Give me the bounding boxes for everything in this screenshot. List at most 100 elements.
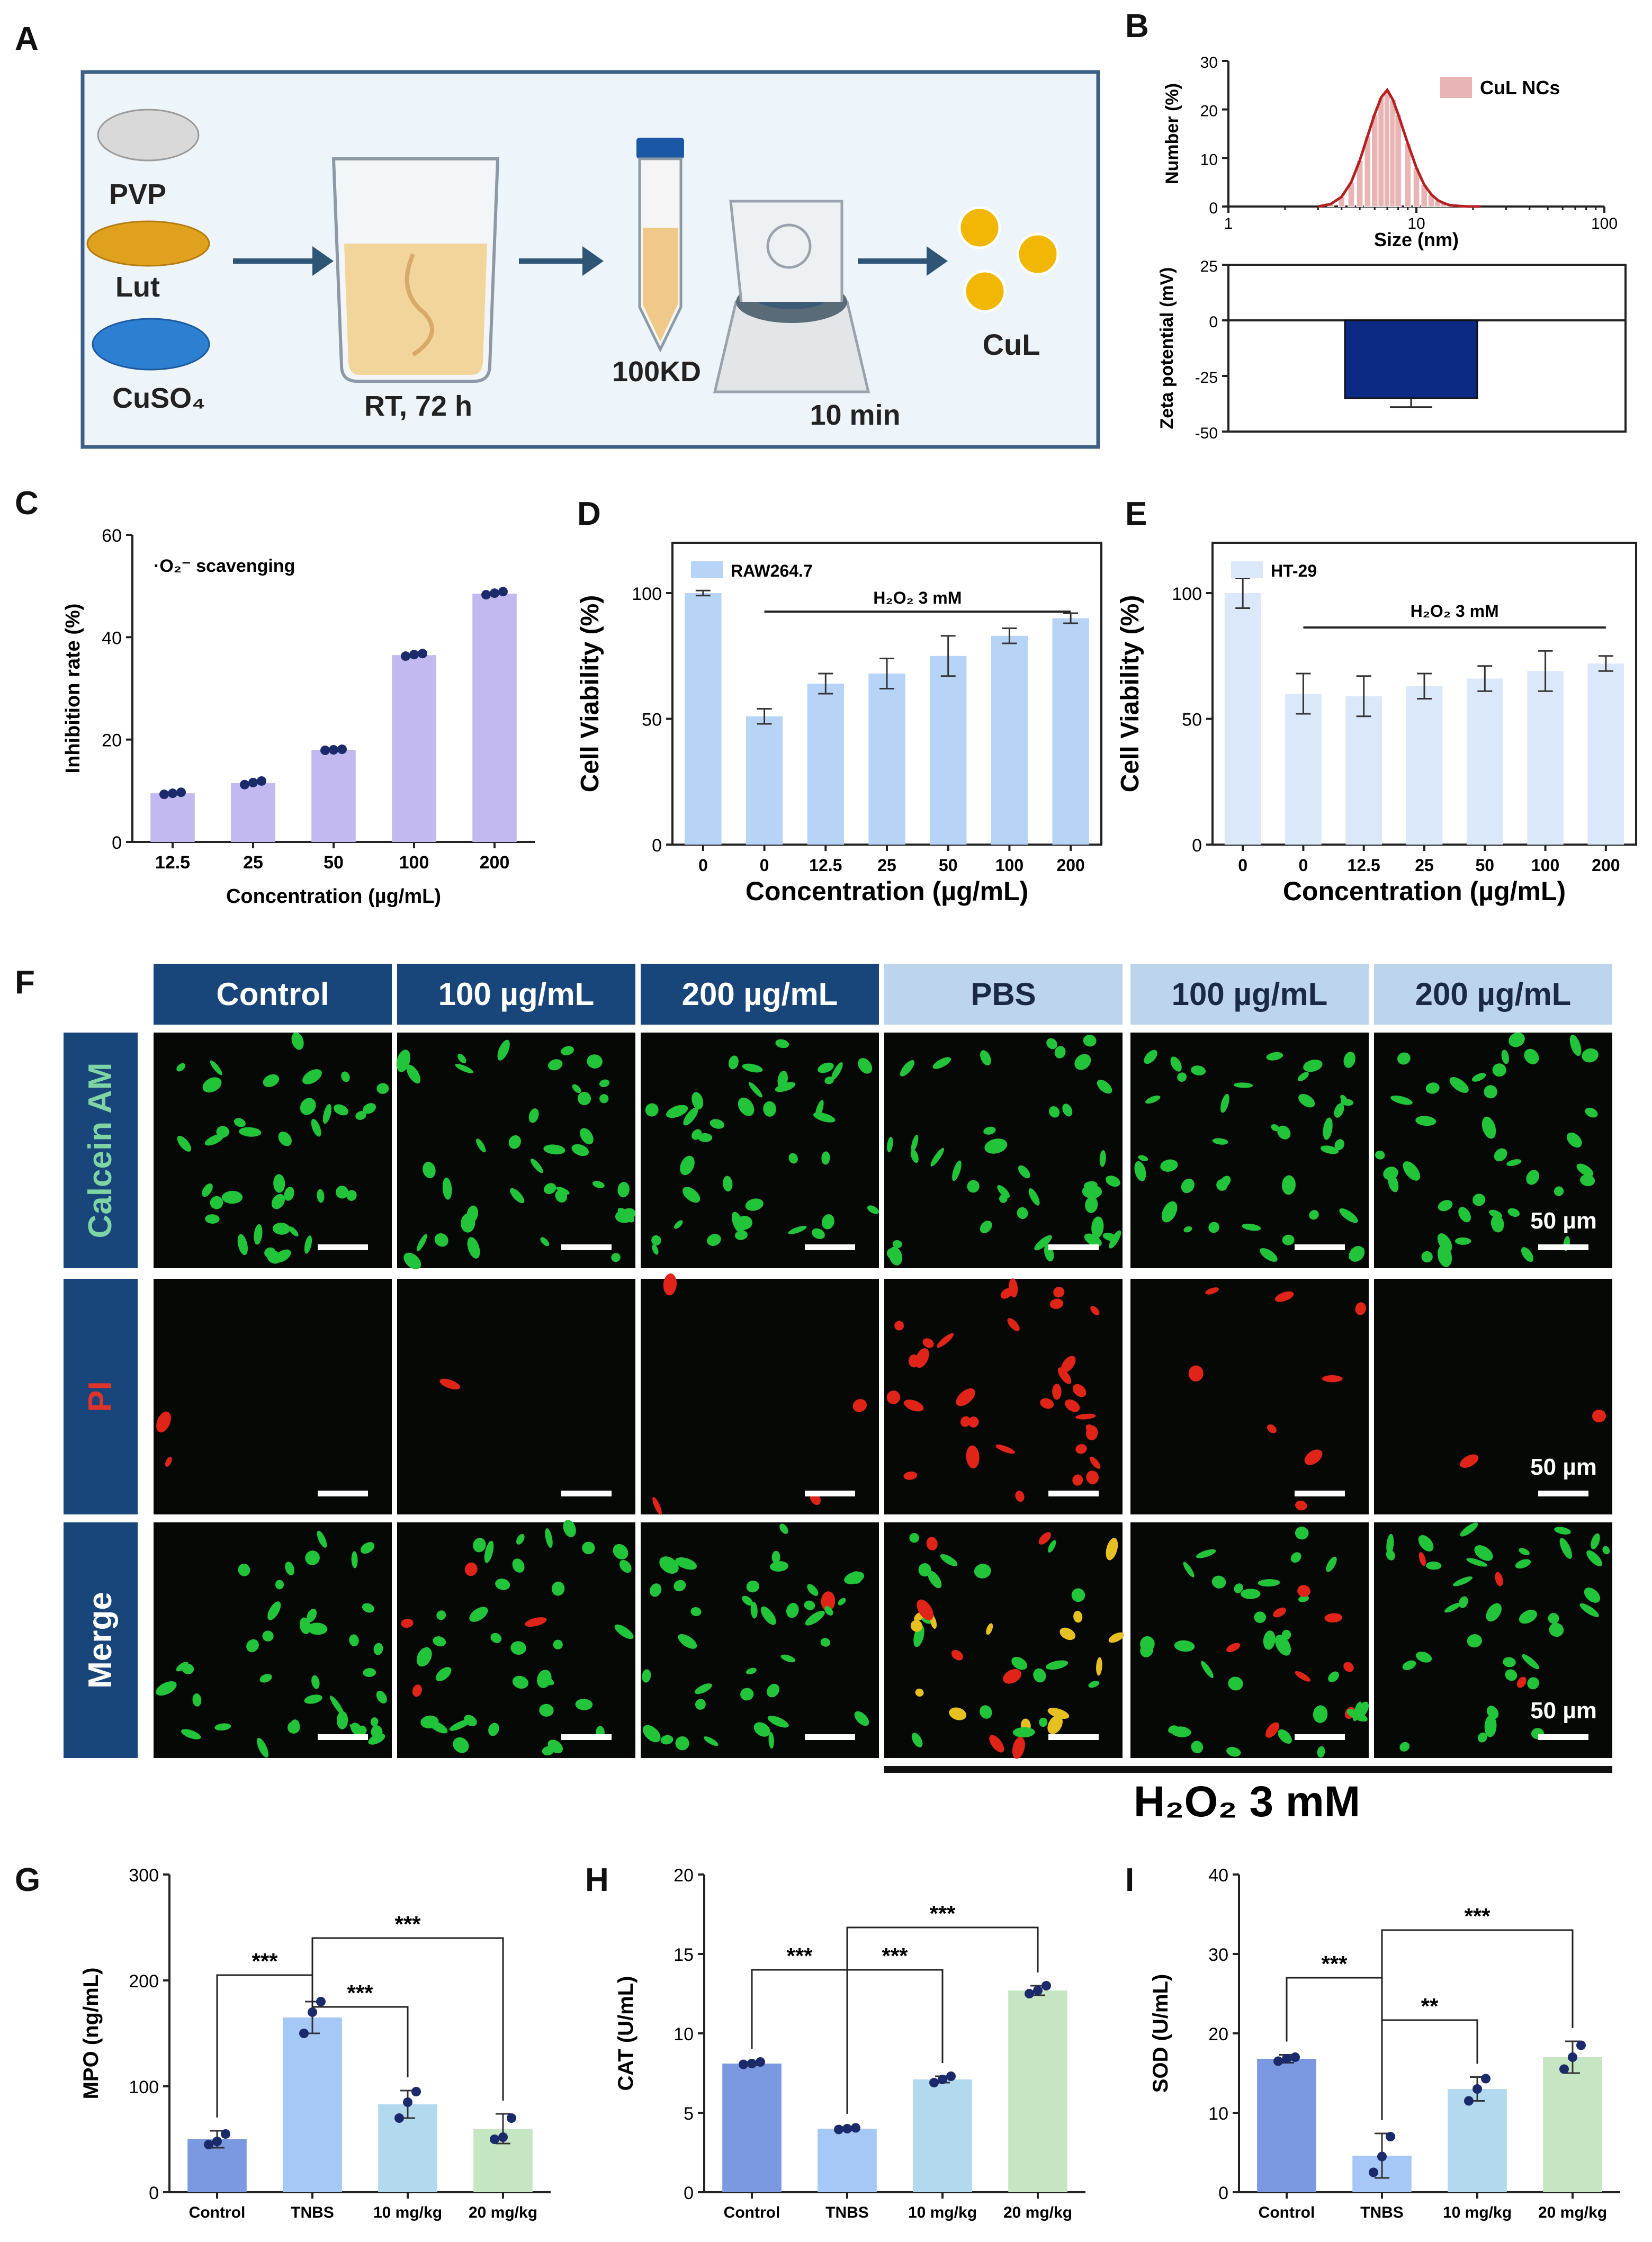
cell [1592,1410,1606,1423]
cell [476,1138,486,1153]
cell [291,1032,304,1050]
cell [1403,1161,1421,1181]
cell [1580,1174,1595,1187]
cell [1064,1399,1080,1412]
bar [818,2129,877,2192]
y-tick-label: 10 [1208,2104,1228,2124]
cell [165,1457,172,1467]
bar [231,783,275,842]
cell [613,1544,629,1559]
cell [1040,1398,1054,1409]
lut-powder-icon [86,220,210,267]
data-point [257,776,266,786]
cell [156,1411,171,1433]
cell [1527,1677,1539,1690]
column-header-label: PBS [971,976,1036,1012]
cell [1383,1167,1398,1180]
column-header-bg [1130,964,1369,1025]
cat-chart: 0 5 10 15 20 CAT (U/mL) Control TNBS 10 mg/kg 20 … [614,1866,1085,2221]
cell [745,1198,764,1211]
cell [928,1571,942,1589]
row-header-label: Merge [82,1592,119,1689]
significance-bracket [846,1926,1039,2114]
y-axis-label: Zeta potential (mV) [1157,267,1177,429]
data-point [1473,2084,1482,2094]
arrow-icon-1 [233,246,334,276]
cell [561,1046,574,1056]
data-point [842,2124,852,2133]
cell [274,1249,291,1263]
cell [804,1600,815,1610]
cell [922,1338,934,1348]
cell [1313,1705,1328,1724]
cell [1309,1210,1319,1220]
cell [376,1690,387,1704]
cell [1171,1726,1191,1737]
cell [984,1138,1008,1154]
cell [1242,1223,1261,1231]
bar [1052,618,1089,845]
bar [1527,671,1564,845]
data-point [299,2029,309,2038]
sod-chart: 0 10 20 30 40 SOD (U/mL) Control TNBS 10 mg/kg 20… [1149,1866,1620,2221]
cell [311,1675,320,1689]
x-axis-label: Concentration (µg/mL) [1283,876,1566,906]
data-point [409,650,419,660]
cell [436,1610,446,1620]
cell [854,1711,869,1726]
bar [311,750,356,842]
data-point [394,2113,404,2123]
cell [1390,1095,1413,1105]
cell [525,1617,547,1627]
data-point [1282,2054,1291,2064]
cell [1474,1545,1493,1561]
cell [1506,1159,1522,1167]
cell [838,1598,846,1606]
significance-label: *** [786,1943,813,1968]
cell [1074,1054,1091,1070]
pvp-powder-icon [97,109,200,162]
cell [300,1098,316,1115]
data-point [401,651,410,661]
significance-label: *** [1464,1904,1491,1929]
cell [619,1559,632,1573]
cell [951,1649,963,1661]
cell [1090,1456,1101,1469]
cell [1226,1643,1241,1653]
significance-bracket [311,1937,504,2101]
cell [986,1623,993,1635]
cell [1003,1669,1021,1684]
cell [675,1736,689,1751]
panel-label-i: I [1125,1862,1135,1898]
cell [1334,1103,1344,1118]
scale-bar [1048,1244,1099,1250]
cell [455,1064,474,1073]
cell [645,1103,659,1117]
y-tick-label: 15 [674,1945,694,1965]
cell [1160,1159,1178,1172]
cell [1334,1139,1344,1151]
data-point [1464,2096,1474,2106]
cell [1057,1367,1072,1384]
column-header-bg [884,964,1123,1025]
cell [815,1100,824,1119]
cell [821,1151,830,1165]
cell [697,1133,713,1142]
cell [1181,1178,1195,1194]
data-point [739,2059,748,2069]
cell [1260,1248,1278,1262]
significance-bracket [311,1988,409,2077]
significance-label: *** [252,1949,278,1974]
cell [887,1136,893,1153]
cell [238,1563,250,1576]
cell [1491,1215,1504,1233]
cell [1397,1052,1411,1065]
cell [1340,1098,1354,1106]
cell [376,1083,389,1094]
cell [1460,1454,1479,1468]
cell [1039,1717,1048,1727]
treatment-label: H₂O₂ 3 mM [1134,1778,1360,1826]
cell [1326,1556,1337,1572]
arrow-icon-2 [519,246,604,276]
cell [1015,1491,1025,1502]
